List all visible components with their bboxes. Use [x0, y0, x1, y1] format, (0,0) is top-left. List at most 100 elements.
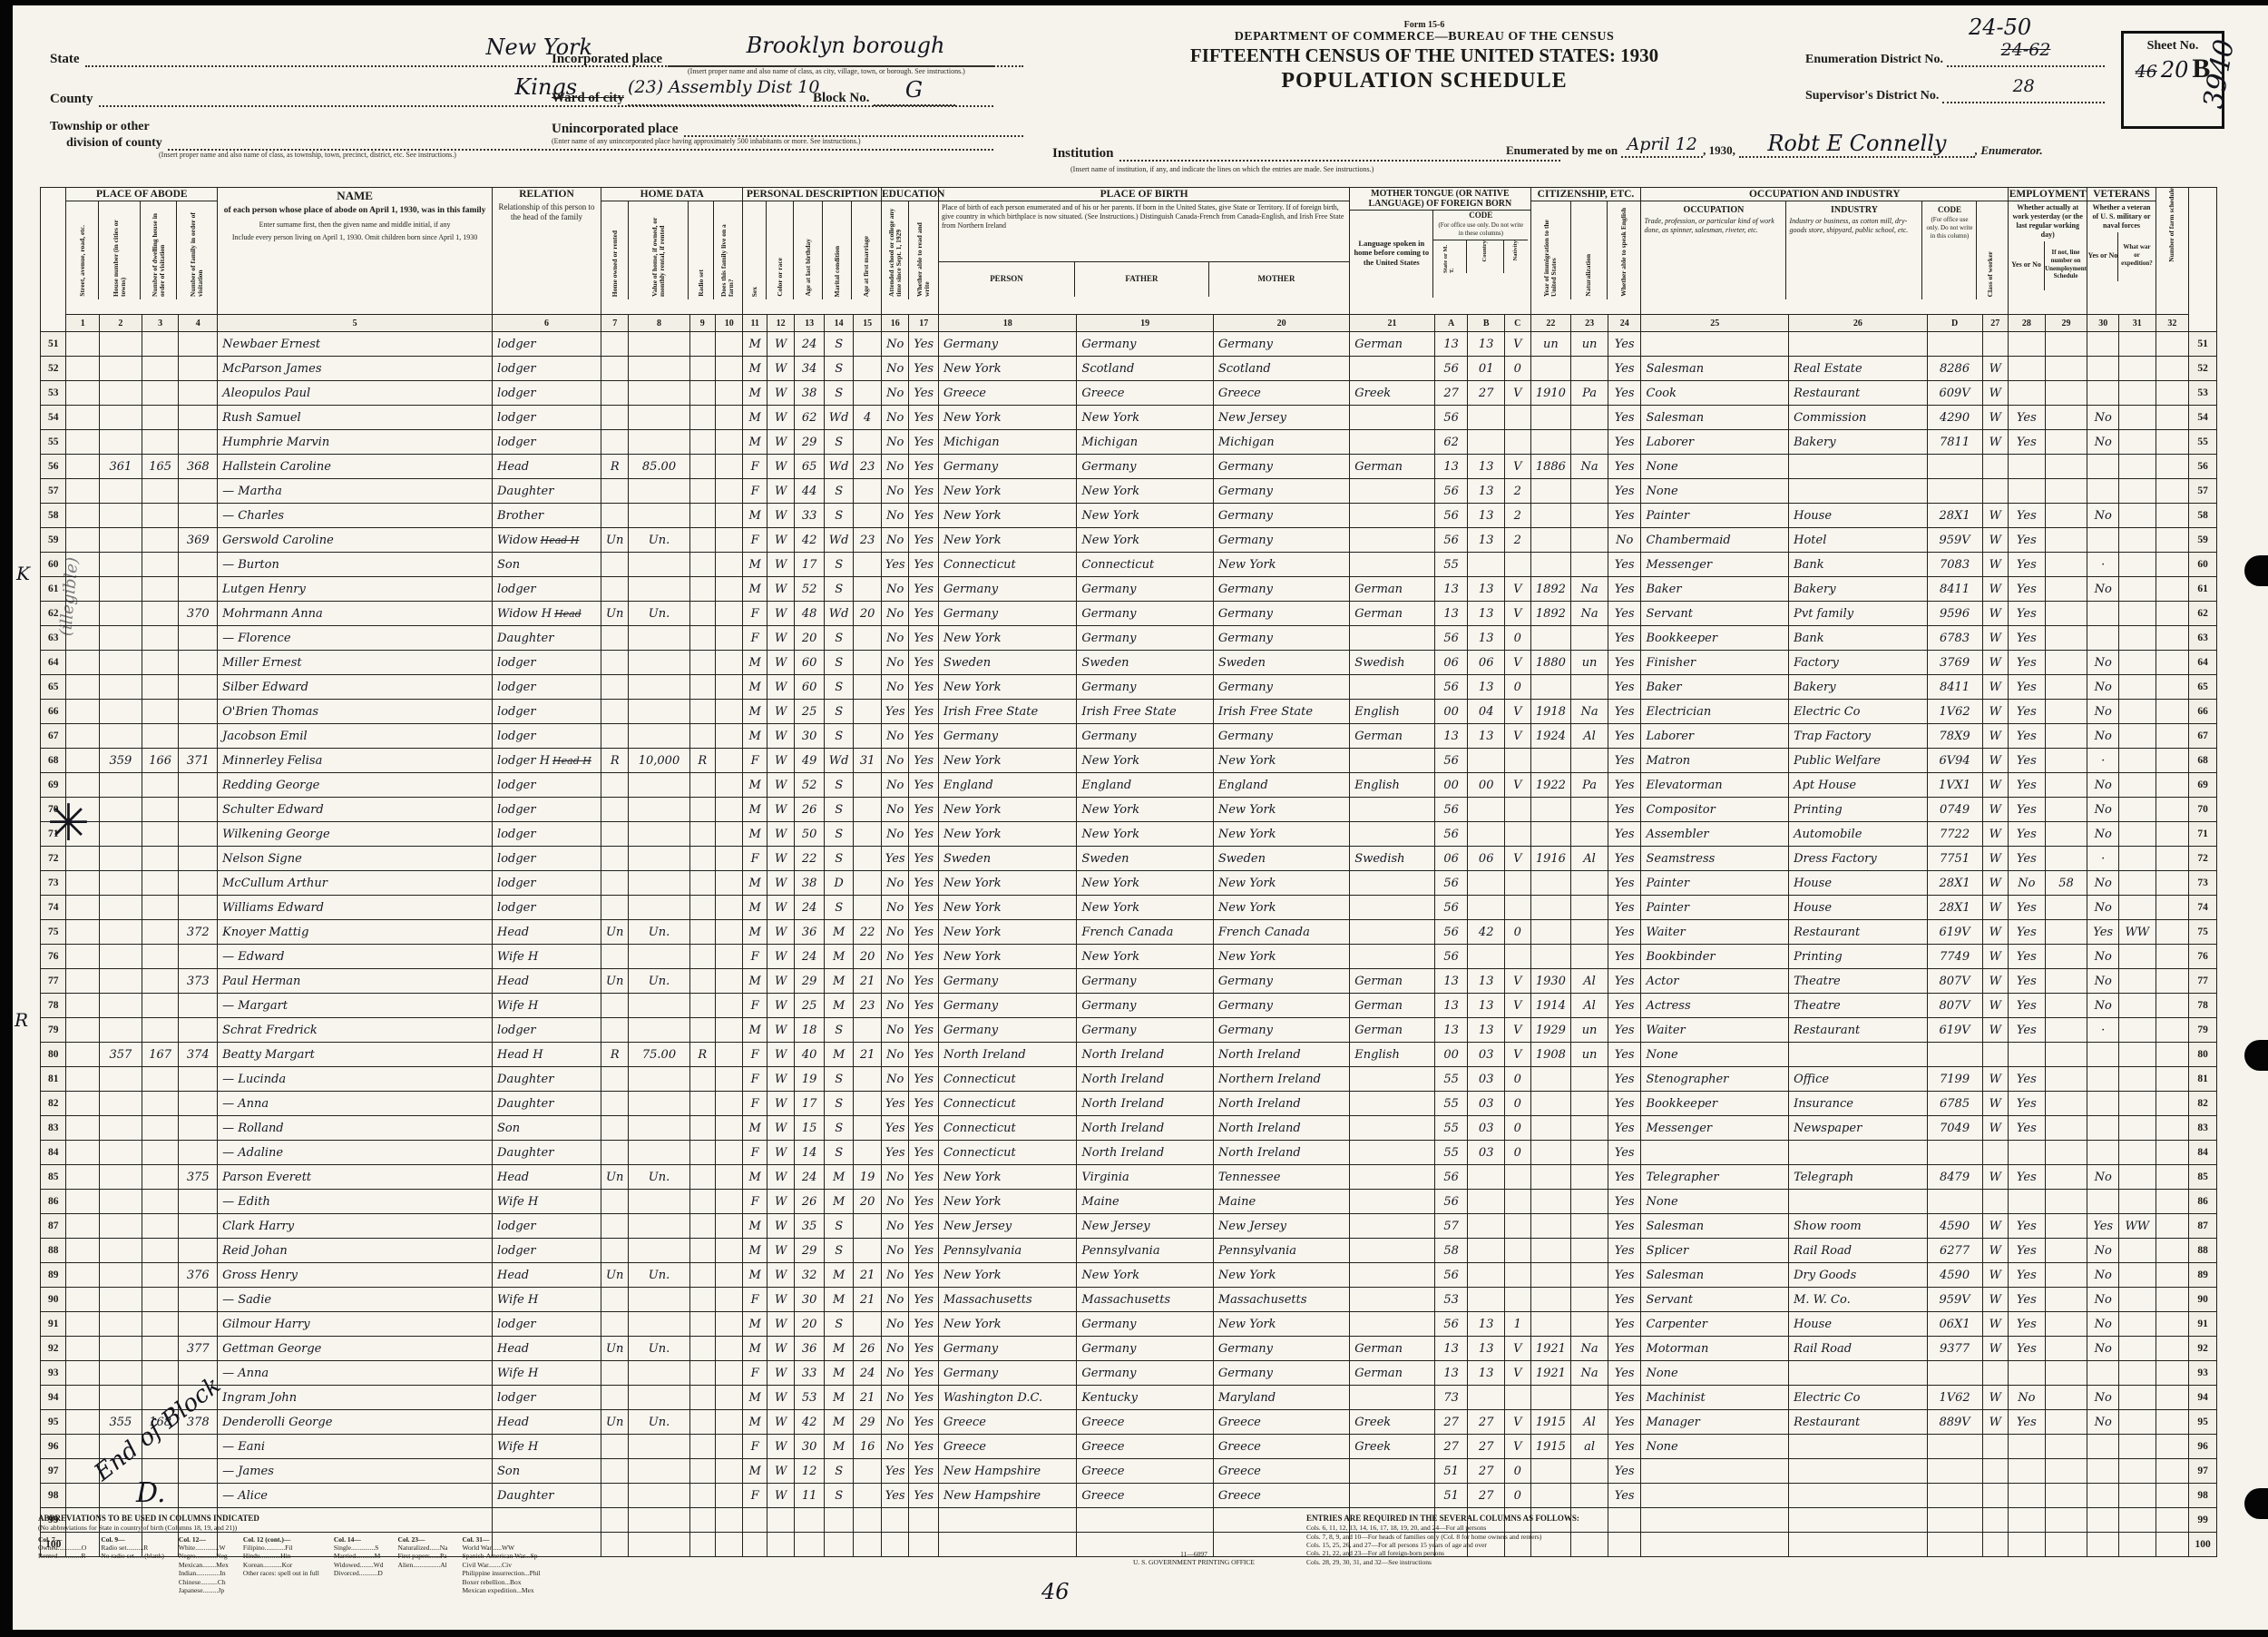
- sheet-label: Sheet No.: [2146, 39, 2199, 53]
- cell-wk: Yes: [2008, 1409, 2046, 1435]
- cell-rw: Yes: [908, 1238, 939, 1263]
- cell-wr: [2117, 1458, 2156, 1484]
- cell-c: V: [1504, 1360, 1531, 1386]
- cell-rd: [689, 699, 716, 724]
- cell-na: [1570, 1311, 1608, 1337]
- cell-sc: No: [880, 821, 910, 847]
- cell-rw: Yes: [908, 699, 939, 724]
- line-number-right: 57: [2188, 478, 2217, 504]
- cell-c3: [141, 1140, 180, 1165]
- name-desc-2: Enter surname first, then the given name…: [259, 220, 451, 229]
- cell-oc: Laborer: [1640, 429, 1790, 455]
- cell-a: 55: [1433, 552, 1469, 577]
- cell-tg: [1349, 1262, 1435, 1288]
- cell-c2: 355: [99, 1409, 142, 1435]
- unincorporated-field: [683, 121, 1023, 137]
- cell-im: 1886: [1530, 454, 1572, 479]
- cell-cl: W: [1981, 1017, 2009, 1043]
- cell-c: 2: [1504, 478, 1531, 504]
- cell-mr: S: [823, 650, 855, 675]
- cell-im: 1916: [1530, 846, 1572, 871]
- cell-rd: [689, 454, 716, 479]
- cell-c2: [99, 723, 142, 749]
- cell-c: 0: [1504, 1458, 1531, 1484]
- cell-b: 06: [1467, 650, 1506, 675]
- cell-im: [1530, 1532, 1572, 1557]
- col-language-label: Language spoken in home before coming to…: [1354, 238, 1430, 267]
- cell-am: 21: [853, 1287, 882, 1312]
- cell-ow: [600, 1483, 630, 1508]
- cell-oc: Chambermaid: [1640, 527, 1790, 553]
- cell-mb: Germany: [1212, 1017, 1351, 1043]
- cell-fb: North Ireland: [1076, 1091, 1214, 1116]
- cell-cl: W: [1981, 380, 2009, 406]
- cell-ind: Show room: [1788, 1213, 1928, 1239]
- col-english-label: Whether able to speak English: [1618, 208, 1628, 297]
- cell-mb: New York: [1212, 895, 1351, 920]
- table-row: 70 Schulter Edward lodger M W 26 S No Yes New Yor…: [39, 797, 2217, 822]
- cell-ow: [600, 772, 630, 798]
- cell-c1: [65, 674, 101, 700]
- cell-rl: Son: [492, 552, 601, 577]
- cell-ind: Rail Road: [1788, 1238, 1928, 1263]
- column-number-A: A: [1433, 314, 1469, 332]
- cell-vt: No: [2087, 1287, 2119, 1312]
- cell-wr: [2117, 576, 2156, 602]
- cell-ag: 30: [794, 723, 825, 749]
- cell-im: 1924: [1530, 723, 1572, 749]
- cell-ow: [600, 1458, 630, 1484]
- cell-mb: New York: [1212, 748, 1351, 773]
- cell-mr: S: [823, 625, 855, 651]
- cell-rc: W: [766, 1434, 796, 1459]
- table-row: 52 McParson James lodger M W 34 S No Yes New York…: [39, 356, 2217, 381]
- cell-nm: McCullum Arthur: [217, 870, 494, 896]
- cell-rw: Yes: [908, 797, 939, 822]
- cell-tg: [1349, 356, 1435, 381]
- cell-na: [1570, 919, 1608, 945]
- line-number-right: 65: [2188, 674, 2217, 700]
- cell-mr: S: [823, 1483, 855, 1508]
- cell-wr: [2117, 772, 2156, 798]
- cell-nm: Newbaer Ernest: [217, 331, 494, 357]
- cell-c4: [178, 405, 219, 430]
- cell-vt: [2087, 625, 2119, 651]
- col-street-label: Street, avenue, road, etc.: [78, 225, 87, 297]
- cell-oc: None: [1640, 1360, 1790, 1386]
- cell-rl: Head: [492, 919, 601, 945]
- cell-c: V: [1504, 772, 1531, 798]
- cell-cl: W: [1981, 674, 2009, 700]
- cell-sx: F: [742, 1140, 767, 1165]
- cell-d: 1V62: [1926, 1385, 1983, 1410]
- cell-mb: Pennsylvania: [1212, 1238, 1351, 1263]
- col-race-label: Color or race: [776, 258, 785, 297]
- abbreviation-column: Col. 12 (cont.)— Filipino............Fil H…: [243, 1535, 319, 1595]
- cell-tg: German: [1349, 576, 1435, 602]
- cell-wk: [2008, 356, 2046, 381]
- cell-na: Na: [1570, 1360, 1608, 1386]
- cell-mb: Greece: [1212, 380, 1351, 406]
- cell-c2: [99, 944, 142, 969]
- cell-vl: [628, 1507, 690, 1533]
- cell-c3: [141, 895, 180, 920]
- cell-rd: [689, 1017, 716, 1043]
- cell-oc: Salesman: [1640, 1262, 1790, 1288]
- cell-oc: Painter: [1640, 503, 1790, 528]
- township-label-1: Township or other: [50, 120, 150, 133]
- cell-c3: [141, 1336, 180, 1361]
- cell-c1: [65, 650, 101, 675]
- cell-im: [1530, 1385, 1572, 1410]
- cell-sx: M: [742, 503, 767, 528]
- cell-am: [853, 797, 882, 822]
- abbreviation-item: Negro............Neg: [178, 1552, 228, 1561]
- cell-ul: 58: [2044, 870, 2088, 896]
- cell-c2: [99, 1336, 142, 1361]
- cell-sc: No: [880, 1066, 910, 1092]
- cell-d: [1926, 478, 1983, 504]
- cell-sc: No: [880, 968, 910, 994]
- cell-ind: Public Welfare: [1788, 748, 1928, 773]
- cell-c1: [65, 1507, 101, 1533]
- column-number-row: 1 2 3 4 5 6 7 8 9 10 11 12 13 14 15 16 17 18 19 20 21 A B C 22 23…: [41, 314, 2217, 332]
- cell-oc: Laborer: [1640, 723, 1790, 749]
- cell-ow: [600, 576, 630, 602]
- form-footer: ABBREVIATIONS TO BE USED IN COLUMNS INDI…: [38, 1514, 2232, 1624]
